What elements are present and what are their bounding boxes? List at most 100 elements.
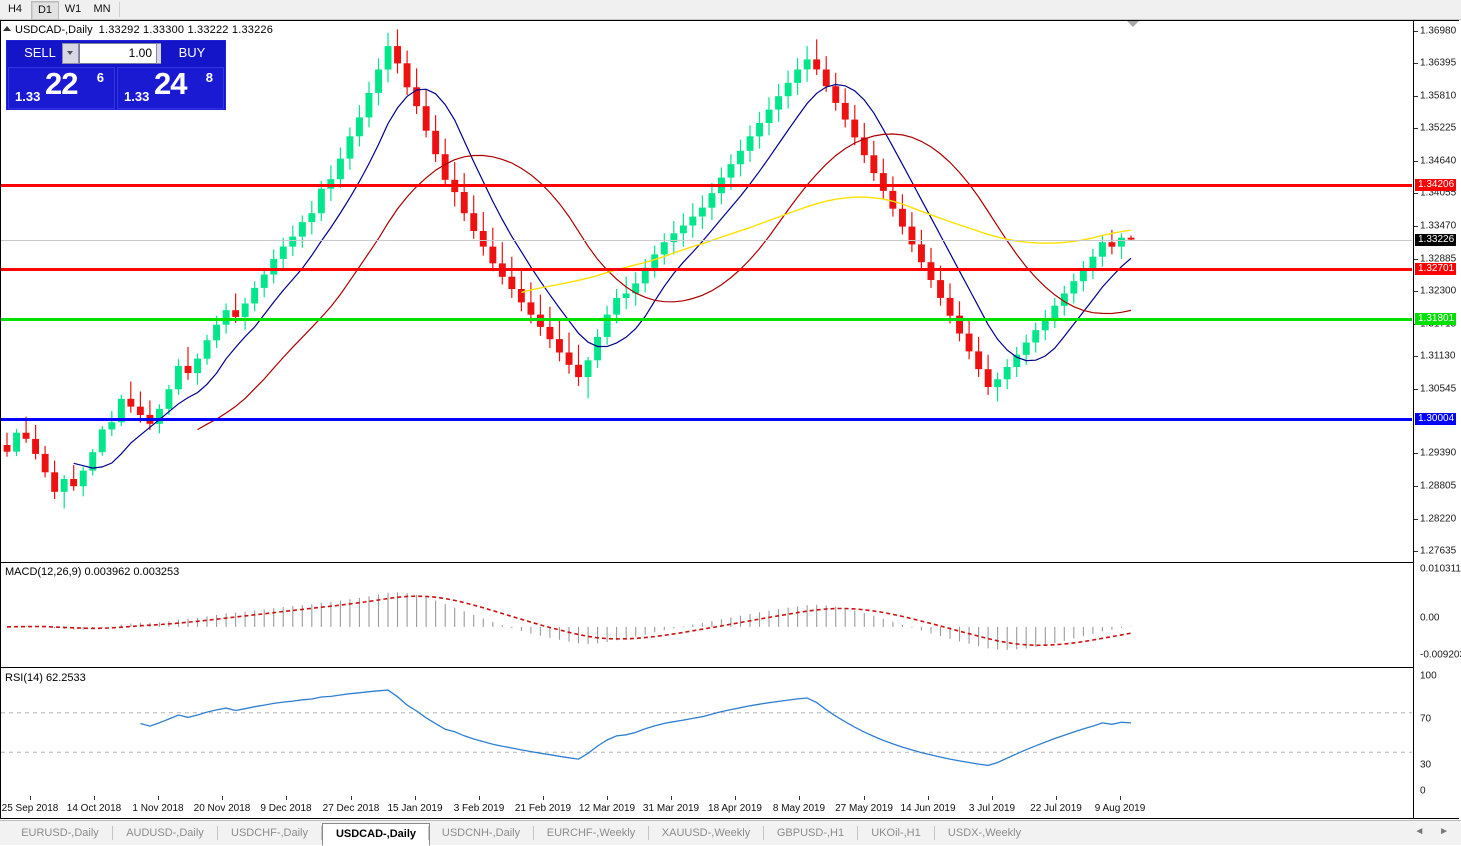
date-axis-label: 3 Feb 2019: [453, 803, 505, 814]
current-price-chip: 1.33226: [1415, 233, 1457, 246]
timeframe-w1[interactable]: W1: [64, 3, 82, 15]
date-axis-label: 27 Dec 2018: [322, 803, 380, 814]
sell-button[interactable]: SELL: [9, 42, 71, 64]
pane-separator-macd: [1, 562, 1460, 563]
price-axis-tick: [1414, 389, 1418, 390]
sell-price-button[interactable]: 1.33 22 6: [8, 66, 115, 109]
date-axis-tick: [1120, 796, 1121, 800]
rsi-plot[interactable]: [1, 669, 1412, 798]
symbol-label: USDCAD-,Daily: [15, 24, 93, 36]
current-price-gridline: [1, 239, 1412, 241]
rsi-axis-label: 0: [1420, 785, 1426, 797]
macd-series: [6, 592, 1132, 650]
one-click-trading-panel: SELL 1.00 BUY 1.33 22 6 1.33 24 8: [6, 40, 226, 110]
toolbar-divider: [119, 2, 120, 17]
level-line-resistance-upper[interactable]: [1, 184, 1412, 188]
price-axis-label: 1.33470: [1420, 220, 1457, 232]
collapse-triangle-icon[interactable]: [3, 26, 11, 31]
level-line-support-blue[interactable]: [1, 418, 1412, 422]
timeframe-d1[interactable]: D1: [31, 1, 59, 20]
level-line-support-green[interactable]: [1, 318, 1412, 322]
price-axis-label: 1.35810: [1420, 90, 1457, 102]
date-axis-label: 12 Mar 2019: [578, 803, 636, 814]
buy-price-button[interactable]: 1.33 24 8: [117, 66, 224, 109]
date-axis-label: 22 Jul 2019: [1030, 803, 1082, 814]
chart-tab[interactable]: EURUSD-,Daily: [21, 827, 99, 839]
price-axis-tick: [1414, 453, 1418, 455]
price-axis-tick: [1414, 30, 1418, 32]
price-axis-tick: [1414, 291, 1418, 293]
tab-divider: [934, 826, 935, 840]
chart-tab[interactable]: USDCHF-,Daily: [231, 827, 308, 839]
price-axis-tick: [1414, 518, 1418, 520]
sell-price-fraction: 6: [96, 70, 104, 85]
rsi-axis-label: 100: [1420, 670, 1437, 682]
price-axis-tick: [1414, 95, 1418, 97]
date-axis-tick: [543, 796, 544, 800]
date-axis-tick: [222, 796, 223, 800]
chart-tab[interactable]: USDCNH-,Daily: [441, 827, 521, 839]
price-axis-label: 1.30545: [1420, 383, 1457, 395]
volume-input[interactable]: 1.00: [79, 43, 157, 64]
tab-divider: [428, 826, 429, 840]
rsi-title: RSI(14) 62.2533: [5, 672, 86, 684]
price-axis-tick: [1414, 356, 1418, 358]
chart-tab[interactable]: UKOil-,H1: [871, 827, 921, 839]
price-axis-tick: [1414, 193, 1418, 195]
level-price-chip[interactable]: 1.31801: [1415, 313, 1457, 325]
macd-axis-label: 0.00: [1420, 612, 1440, 624]
level-line-resistance-lower[interactable]: [1, 267, 1412, 271]
date-axis-tick: [30, 796, 31, 800]
macd-plot[interactable]: [1, 563, 1412, 666]
timeframe-mn[interactable]: MN: [93, 3, 111, 15]
timeframe-toolbar: H4 D1 W1 MN: [0, 0, 1461, 20]
macd-axis-label: 0.010311: [1420, 563, 1461, 575]
date-axis-tick: [928, 796, 929, 800]
date-axis-label: 9 Dec 2018: [260, 803, 312, 814]
date-axis-tick: [479, 796, 480, 800]
tab-divider: [857, 826, 858, 840]
volume-decrease-button[interactable]: [62, 43, 79, 64]
price-axis-label: 1.28220: [1420, 513, 1457, 524]
date-axis-tick: [864, 796, 865, 800]
date-axis-label: 27 May 2019: [835, 803, 893, 814]
price-axis-tick: [1414, 258, 1418, 260]
price-axis-label: 1.34055: [1420, 187, 1457, 199]
date-axis-label: 15 Jan 2019: [387, 803, 443, 814]
level-price-chip[interactable]: 1.30004: [1415, 413, 1457, 426]
chart-tab-active[interactable]: USDCAD-,Daily: [322, 823, 430, 846]
tab-divider: [533, 826, 534, 840]
chart-tab[interactable]: EURCHF-,Weekly: [546, 827, 636, 839]
level-price-chip[interactable]: 1.32701: [1415, 262, 1457, 275]
date-axis-tick: [1056, 796, 1057, 800]
price-chart-plot[interactable]: [1, 21, 1412, 562]
buy-button[interactable]: BUY: [161, 42, 223, 64]
price-axis-label: 1.32885: [1420, 253, 1457, 265]
price-axis-label: 1.32300: [1420, 285, 1457, 297]
price-axis-tick: [1414, 128, 1418, 130]
chart-tab[interactable]: USDX-,Weekly: [947, 827, 1022, 839]
timeframe-h4[interactable]: H4: [7, 3, 23, 15]
price-axis-label: 1.29390: [1420, 447, 1457, 459]
date-axis-label: 21 Feb 2019: [514, 803, 572, 814]
sell-price-main: 22: [45, 66, 78, 101]
date-axis-label: 18 Apr 2019: [708, 803, 762, 814]
price-axis-label: 1.36980: [1420, 25, 1457, 36]
chart-tab[interactable]: XAUUSD-,Weekly: [661, 827, 751, 839]
price-axis-tick: [1414, 63, 1418, 65]
level-price-chip[interactable]: 1.34206: [1415, 179, 1457, 191]
chart-tab[interactable]: AUDUSD-,Daily: [126, 827, 204, 839]
date-axis: 25 Sep 2018 14 Oct 2018 1 Nov 2018 20 Nov 2…: [0, 796, 1412, 818]
chart-tab[interactable]: GBPUSD-,H1: [776, 827, 845, 839]
tab-scroll-buttons[interactable]: ◄ ►: [1414, 826, 1455, 837]
date-axis-label: 31 Mar 2019: [642, 803, 700, 814]
buy-price-prefix: 1.33: [124, 89, 150, 104]
date-axis-label: 1 Nov 2018: [132, 803, 184, 814]
volume-value: 1.00: [128, 46, 152, 60]
price-axis[interactable]: 1.36980 1.36395 1.35810 1.35225 1.34640 1.340…: [1413, 21, 1461, 818]
tab-divider: [321, 826, 322, 840]
price-axis-tick: [1414, 551, 1418, 553]
rsi-axis-label: 70: [1420, 713, 1432, 725]
price-axis-label: 1.31130: [1420, 350, 1456, 362]
tab-divider: [648, 826, 649, 840]
